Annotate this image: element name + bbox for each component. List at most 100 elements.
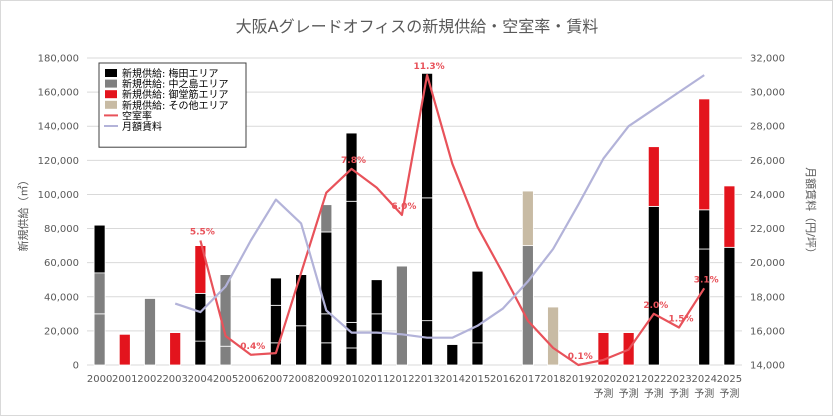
x-tick-label: 2008 xyxy=(288,374,313,385)
x-axis-ticks: 2000 2001 2002 2003 2004 2005 2006 2007 2008 2009… xyxy=(87,374,742,400)
left-tick-label: 0 xyxy=(73,361,79,372)
x-tick-label: 2007 xyxy=(263,374,288,385)
vacancy-line xyxy=(199,74,706,367)
left-tick-label: 180,000 xyxy=(38,54,79,65)
data-label: 0.4% xyxy=(240,342,265,352)
data-label: 11.3% xyxy=(413,62,444,72)
x-tick-label: 2010 xyxy=(339,374,364,385)
legend-label: 新規供給: 梅田エリア xyxy=(122,67,219,80)
x-tick-label: 2019 xyxy=(566,374,591,385)
bar-segment xyxy=(320,313,333,344)
bar-segment xyxy=(93,313,106,366)
bar-segment xyxy=(421,197,433,322)
x-tick-label: 2009 xyxy=(314,374,339,385)
data-label: 6.0% xyxy=(391,202,416,212)
x-tick-label: 2014 xyxy=(440,374,465,385)
bar-segment xyxy=(421,72,433,199)
x-tick-label: 2021 xyxy=(616,374,641,385)
x-tick-label: 2000 xyxy=(87,374,112,385)
bar-segment xyxy=(421,320,433,366)
x-tick-label: 2011 xyxy=(364,374,389,385)
x-tick-sublabel: 予測 xyxy=(694,387,714,400)
x-tick-label: 2024 xyxy=(691,374,716,385)
right-tick-label: 14,000 xyxy=(750,361,785,372)
bar-segment xyxy=(320,231,333,315)
x-tick-sublabel: 予測 xyxy=(669,387,689,400)
bar-segment xyxy=(345,200,358,323)
bar-segment xyxy=(698,209,711,250)
right-tick-label: 24,000 xyxy=(750,190,785,201)
x-tick-sublabel: 予測 xyxy=(644,387,664,400)
bar-segment xyxy=(270,277,282,306)
x-tick-sublabel: 予測 xyxy=(593,387,613,400)
legend-label: 空室率 xyxy=(122,109,152,122)
bar-segment xyxy=(723,185,736,248)
right-tick-label: 16,000 xyxy=(750,326,785,337)
data-label: 3.1% xyxy=(694,275,719,285)
rent-line xyxy=(174,74,705,339)
bar-segment xyxy=(698,98,711,211)
legend-box xyxy=(98,62,247,148)
bar-segment xyxy=(521,245,534,366)
bar-segment xyxy=(471,342,484,366)
x-tick-label: 2003 xyxy=(162,374,187,385)
bar-segment xyxy=(698,248,711,366)
bar-segment xyxy=(320,204,333,233)
data-label: 5.5% xyxy=(190,227,215,237)
right-tick-label: 30,000 xyxy=(750,88,785,99)
chart-title: 大阪Aグレードオフィスの新規供給・空室率・賃料 xyxy=(236,17,599,36)
right-tick-label: 28,000 xyxy=(750,122,785,133)
right-tick-label: 26,000 xyxy=(750,156,785,167)
x-tick-label: 2018 xyxy=(540,374,565,385)
left-tick-label: 140,000 xyxy=(38,122,79,133)
bar-segment xyxy=(370,279,383,315)
bar-segment xyxy=(169,332,182,366)
x-tick-label: 2025 xyxy=(717,374,742,385)
right-axis-title: 月額賃料（円/坪） xyxy=(804,167,818,259)
x-tick-label: 2020 xyxy=(591,374,616,385)
series-lines: 5.5% 0.4% 7.8% 6.0% 11.3% 0.1% 2.0%1.5% 3.1% xyxy=(174,62,719,367)
data-label: 1.5% xyxy=(669,314,694,324)
bar-segment xyxy=(396,265,408,366)
left-axis-title: 新規供給（㎡） xyxy=(16,175,30,252)
bar-segment xyxy=(547,306,559,366)
bar-segment xyxy=(446,344,459,366)
bar-segment xyxy=(118,333,131,366)
x-tick-label: 2004 xyxy=(188,374,213,385)
bar-segment xyxy=(93,224,106,274)
legend-swatch xyxy=(105,90,117,99)
bar-segment xyxy=(597,332,610,366)
bar-segment xyxy=(345,347,358,366)
left-tick-label: 120,000 xyxy=(38,156,79,167)
legend-swatch xyxy=(105,69,117,77)
bar-segment xyxy=(521,190,534,247)
x-tick-label: 2005 xyxy=(213,374,238,385)
left-tick-label: 60,000 xyxy=(44,258,79,269)
right-tick-label: 20,000 xyxy=(750,258,785,269)
right-tick-label: 22,000 xyxy=(750,224,785,235)
bar-segment xyxy=(647,205,660,366)
legend-label: 月額賃料 xyxy=(122,120,162,133)
x-tick-label: 2023 xyxy=(666,374,691,385)
bar-segment xyxy=(723,246,736,366)
bar-segment xyxy=(93,272,106,315)
x-tick-sublabel: 予測 xyxy=(619,387,639,400)
x-tick-label: 2006 xyxy=(238,374,263,385)
bar-segment xyxy=(647,146,660,207)
bar-segment xyxy=(219,345,232,366)
legend-label: 新規供給: その他エリア xyxy=(122,99,229,112)
right-tick-label: 18,000 xyxy=(750,292,785,303)
x-tick-label: 2022 xyxy=(641,374,666,385)
bar-segment xyxy=(370,313,383,366)
left-tick-label: 160,000 xyxy=(38,88,79,99)
left-tick-label: 100,000 xyxy=(38,190,79,201)
right-axis-ticks: 14,000 16,000 18,000 20,000 22,000 24,000 26,0… xyxy=(750,54,785,372)
bar-segment xyxy=(194,340,207,366)
right-tick-label: 32,000 xyxy=(750,54,785,65)
left-tick-label: 20,000 xyxy=(44,326,79,337)
x-tick-label: 2012 xyxy=(389,374,414,385)
legend-label: 新規供給: 中之島エリア xyxy=(122,78,229,91)
bar-segment xyxy=(219,274,232,347)
legend-swatch xyxy=(105,79,117,88)
